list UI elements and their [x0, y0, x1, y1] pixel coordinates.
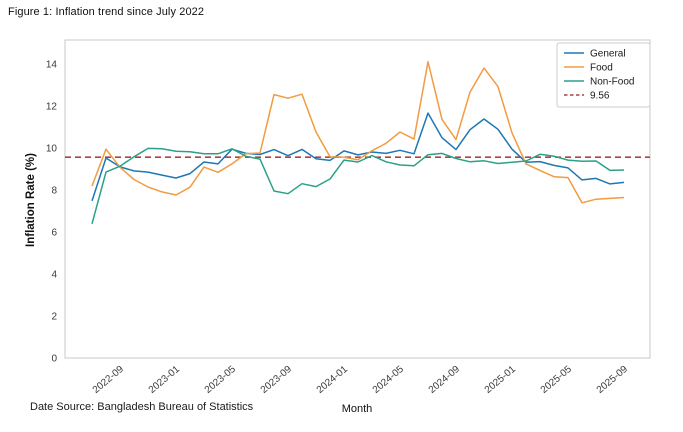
x-tick-label: 2025-05	[539, 364, 575, 396]
y-tick-label: 8	[51, 185, 57, 196]
x-tick-label: 2025-09	[595, 364, 631, 396]
legend-label-9-56: 9.56	[590, 91, 610, 102]
x-tick-label: 2022-09	[91, 364, 127, 396]
y-tick-label: 4	[51, 269, 57, 280]
y-tick-label: 14	[46, 59, 58, 70]
series-line-general	[91, 112, 625, 202]
legend-label-food: Food	[590, 63, 613, 74]
figure-title: Figure 1: Inflation trend since July 202…	[8, 6, 205, 18]
y-tick-label: 0	[51, 354, 57, 365]
x-tick-label: 2023-05	[203, 364, 239, 396]
x-axis-title: Month	[342, 403, 373, 415]
data-source-footnote: Date Source: Bangladesh Bureau of Statis…	[30, 401, 254, 413]
plot-border	[64, 39, 651, 359]
y-tick-label: 10	[46, 143, 58, 154]
series-line-non-food	[91, 147, 625, 224]
series-line-food	[91, 61, 625, 204]
x-tick-label: 2024-01	[315, 364, 351, 396]
x-tick-label: 2024-09	[427, 364, 463, 396]
plot-area: 0 2 4 6 8 10 12 14 2022-09 2023-01 2023-05 2023-09 2…	[46, 39, 651, 396]
legend-box	[556, 42, 651, 108]
x-tick-label: 2024-05	[371, 364, 407, 396]
x-tick-label: 2023-01	[147, 364, 183, 396]
x-tick-label: 2023-09	[259, 364, 295, 396]
legend-label-general: General	[590, 49, 626, 60]
y-axis-title: Inflation Rate (%)	[25, 153, 37, 247]
x-tick-label: 2025-01	[483, 364, 519, 396]
legend-label-non-food: Non-Food	[590, 77, 634, 88]
y-tick-label: 12	[46, 101, 58, 112]
y-tick-label: 2	[51, 311, 57, 322]
y-tick-label: 6	[51, 227, 57, 238]
